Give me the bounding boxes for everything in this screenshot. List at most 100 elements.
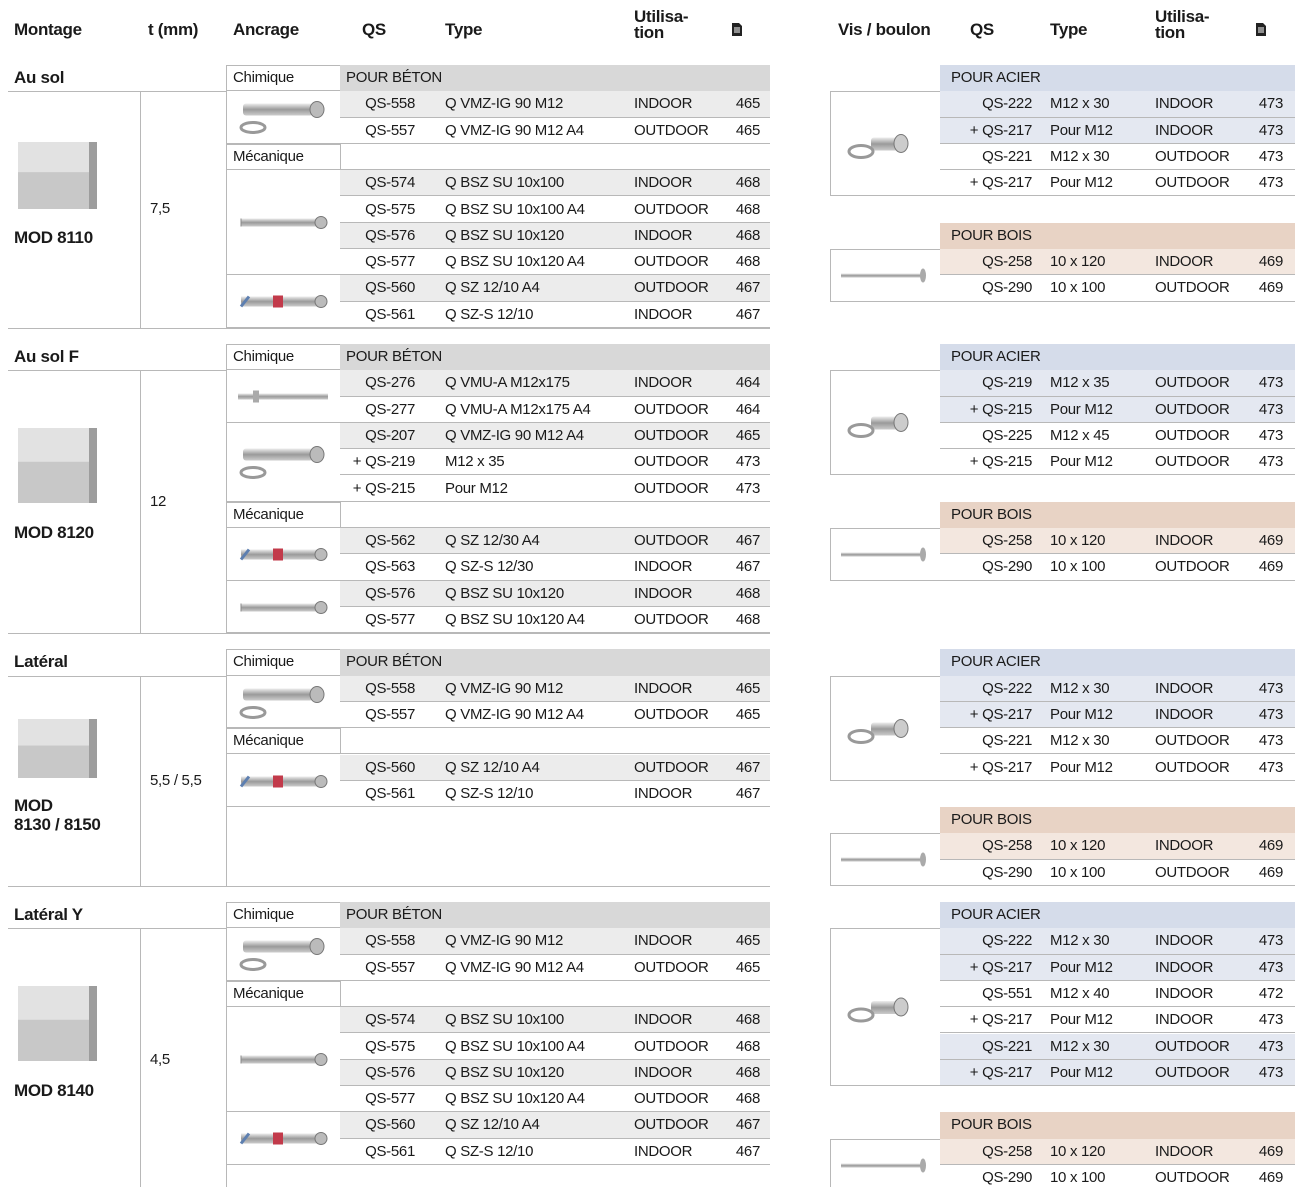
- header-qs2: QS: [970, 20, 994, 39]
- row: [340, 476, 770, 502]
- use: INDOOR: [634, 95, 693, 113]
- use: OUTDOOR: [1155, 147, 1230, 165]
- qs: QS-577: [365, 611, 415, 628]
- qs: + QS-217: [969, 121, 1033, 139]
- qs: + QS-215: [969, 453, 1033, 471]
- category: POUR ACIER: [951, 348, 1041, 365]
- type: M12 x 30: [1050, 1037, 1110, 1055]
- anchor-type: Chimique: [233, 348, 294, 365]
- page-ref: 473: [1258, 1063, 1283, 1081]
- row: [340, 981, 770, 1008]
- row: [340, 249, 770, 276]
- category-band: [340, 65, 770, 92]
- rule: [140, 675, 141, 886]
- qs: QS-551: [982, 984, 1032, 1002]
- row: [340, 144, 770, 171]
- type: Q VMZ-IG 90 M12 A4: [445, 121, 584, 139]
- rule: [8, 675, 226, 677]
- category: POUR BÉTON: [346, 653, 442, 671]
- type: Q SZ-S 12/10: [445, 784, 534, 802]
- type: 10 x 100: [1050, 279, 1106, 297]
- use: OUTDOOR: [634, 705, 709, 723]
- qs: QS-558: [365, 932, 415, 950]
- type: Pour M12: [1050, 400, 1113, 418]
- row: [940, 728, 1295, 755]
- page-ref: 473: [1258, 453, 1283, 471]
- qs: QS-290: [982, 863, 1032, 881]
- row: [340, 1139, 770, 1165]
- type: Pour M12: [445, 479, 508, 497]
- page-ref: 467: [735, 784, 760, 802]
- type: Pour M12: [1050, 958, 1113, 976]
- category-band: [940, 222, 1295, 250]
- row: [340, 1059, 770, 1087]
- use: INDOOR: [634, 1063, 693, 1081]
- page-ref: 468: [735, 1063, 760, 1081]
- row: [940, 249, 1295, 276]
- section-title: Au sol F: [14, 347, 79, 366]
- type: Q VMZ-IG 90 M12 A4: [445, 705, 584, 723]
- category-band: [940, 649, 1295, 676]
- page-ref: 468: [735, 1090, 760, 1108]
- screw-image: [830, 91, 940, 197]
- use: OUTDOOR: [1155, 758, 1230, 776]
- row: [340, 955, 770, 981]
- use: INDOOR: [1155, 121, 1214, 139]
- row: [340, 554, 770, 581]
- page-ref: 468: [735, 200, 760, 218]
- rule: [226, 344, 227, 634]
- qs: QS-222: [982, 679, 1032, 697]
- type: M12 x 30: [1050, 95, 1110, 113]
- qs: QS-290: [982, 1169, 1032, 1186]
- page-ref: 465: [735, 679, 760, 697]
- use: OUTDOOR: [1155, 732, 1230, 750]
- row: [340, 781, 770, 808]
- page-ref: 468: [735, 253, 760, 271]
- type: Q BSZ SU 10x120: [445, 226, 564, 244]
- use: INDOOR: [1155, 958, 1214, 976]
- qs: QS-219: [982, 374, 1032, 392]
- profile-image: [14, 422, 109, 509]
- header-type: Type: [445, 20, 483, 39]
- section-title: Latéral Y: [14, 905, 83, 924]
- qs: QS-562: [365, 532, 415, 550]
- row: [940, 833, 1295, 860]
- header-use2: Utilisa- tion: [1155, 7, 1210, 42]
- type: Q SZ-S 12/30: [445, 558, 534, 576]
- category: POUR BOIS: [951, 226, 1032, 244]
- category-band: [340, 649, 770, 676]
- page-ref: 468: [735, 226, 760, 244]
- category: POUR ACIER: [951, 69, 1041, 86]
- profile-image: [14, 980, 109, 1067]
- use: INDOOR: [634, 679, 693, 697]
- type: 10 x 120: [1050, 253, 1106, 271]
- qs: QS-221: [982, 1037, 1032, 1055]
- use: OUTDOOR: [634, 758, 709, 776]
- use: INDOOR: [634, 305, 693, 323]
- row: [340, 928, 770, 955]
- label-cell: [226, 980, 341, 1008]
- page-ref: 464: [735, 374, 760, 392]
- use: INDOOR: [634, 784, 693, 802]
- page-ref: 469: [1258, 558, 1283, 576]
- model: MOD 8110: [14, 228, 93, 248]
- row: [940, 1138, 1295, 1165]
- use: OUTDOOR: [1155, 1169, 1230, 1186]
- rule: [226, 902, 227, 1187]
- use: OUTDOOR: [634, 200, 709, 218]
- page-ref: 473: [1258, 705, 1283, 723]
- type: Q BSZ SU 10x120: [445, 1063, 564, 1081]
- rule: [226, 65, 227, 328]
- row: [340, 91, 770, 118]
- category-band: [940, 501, 1295, 529]
- header-thickness: t (mm): [148, 20, 199, 39]
- row: [940, 675, 1295, 702]
- qs: QS-574: [365, 1011, 415, 1029]
- header-qs: QS: [362, 20, 386, 39]
- header-use: Utilisa- tion: [634, 7, 689, 42]
- page-ref: 464: [735, 400, 760, 418]
- use: OUTDOOR: [634, 400, 709, 418]
- use: OUTDOOR: [634, 426, 709, 444]
- page-ref: 467: [735, 279, 760, 297]
- row: [940, 981, 1295, 1008]
